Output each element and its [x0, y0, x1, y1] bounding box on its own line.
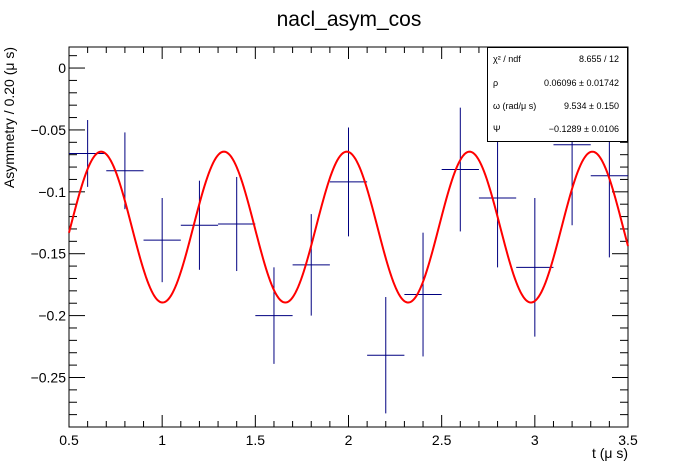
data-point	[441, 107, 479, 232]
fit-stats-box: χ² / ndf 8.655 / 12 ρ 0.06096 ± 0.01742 …	[487, 47, 628, 142]
stat-row-psi: Ψ −0.1289 ± 0.0106	[493, 124, 622, 138]
x-tick-label: 3	[531, 432, 539, 448]
x-tick-label: 2	[345, 432, 353, 448]
data-point	[143, 198, 181, 283]
stat-value: 8.655 / 12	[578, 54, 619, 64]
x-tick-label: 2.5	[432, 432, 452, 448]
y-tick-label: −0.05	[31, 122, 67, 138]
data-point	[180, 180, 219, 270]
data-point	[329, 127, 368, 237]
fit-series	[68, 150, 629, 304]
fit-curve	[68, 150, 629, 304]
data-point	[69, 120, 107, 187]
data-point	[367, 297, 405, 414]
x-axis: 0.5 1 1.5 2 2.5 3 3.5	[59, 47, 638, 448]
y-tick-label: −0.15	[31, 246, 67, 262]
stat-name: χ² / ndf	[493, 54, 521, 64]
data-point	[404, 232, 442, 357]
stat-name: Ψ	[493, 124, 501, 134]
stat-value: 9.534 ± 0.150	[564, 101, 619, 111]
x-tick-label: 0.5	[59, 432, 79, 448]
x-tick-label: 1.5	[246, 432, 266, 448]
stat-name: ω (rad/μ s)	[493, 101, 537, 111]
data-point	[218, 176, 256, 272]
data-point	[106, 132, 144, 210]
y-tick-label: −0.25	[31, 369, 67, 385]
stat-row-rho: ρ 0.06096 ± 0.01742	[493, 78, 622, 92]
x-tick-label: 1	[158, 432, 166, 448]
data-point	[292, 214, 330, 316]
y-axis-label: Asymmetry / 0.20 (μ s)	[1, 47, 17, 188]
y-tick-label: −0.1	[38, 184, 66, 200]
data-point	[255, 267, 293, 364]
stat-row-omega: ω (rad/μ s) 9.534 ± 0.150	[493, 101, 622, 115]
stat-value: −0.1289 ± 0.0106	[548, 124, 619, 134]
x-axis-label: t (μ s)	[592, 445, 628, 461]
stat-value: 0.06096 ± 0.01742	[543, 78, 619, 88]
chart-title: nacl_asym_cos	[277, 8, 422, 31]
data-point	[516, 198, 554, 337]
x-tick-label: 3.5	[618, 432, 638, 448]
stat-row-chi2: χ² / ndf 8.655 / 12	[493, 54, 622, 68]
data-point	[478, 128, 517, 268]
y-axis: 0 −0.05 −0.1 −0.15 −0.2 −0.25	[31, 55, 628, 416]
y-tick-label: 0	[58, 60, 66, 76]
stat-name: ρ	[493, 78, 499, 88]
y-tick-label: −0.2	[38, 308, 66, 324]
